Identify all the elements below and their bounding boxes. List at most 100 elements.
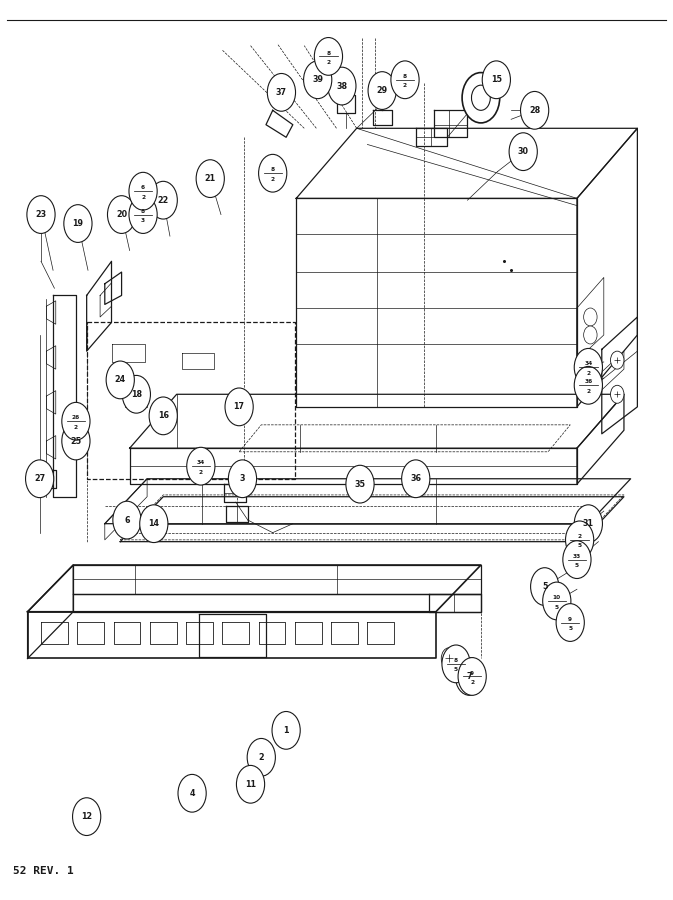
Text: 34: 34 — [584, 362, 592, 366]
Circle shape — [458, 658, 487, 696]
Text: 8: 8 — [326, 50, 330, 56]
Circle shape — [520, 92, 548, 130]
Circle shape — [368, 72, 396, 110]
Circle shape — [236, 765, 264, 803]
Text: 8: 8 — [403, 74, 407, 79]
Circle shape — [565, 521, 594, 559]
Circle shape — [346, 465, 374, 503]
Text: 27: 27 — [34, 474, 45, 483]
Circle shape — [186, 447, 215, 485]
Text: 31: 31 — [583, 519, 594, 528]
Circle shape — [196, 159, 224, 197]
Circle shape — [122, 375, 151, 413]
Text: 4: 4 — [189, 788, 195, 797]
Circle shape — [267, 74, 295, 112]
Circle shape — [247, 739, 275, 776]
Circle shape — [225, 388, 253, 426]
Text: 2: 2 — [577, 534, 581, 539]
Text: 30: 30 — [518, 148, 529, 157]
Circle shape — [272, 712, 300, 749]
Circle shape — [391, 61, 419, 99]
Text: 2: 2 — [586, 389, 590, 394]
Text: 5: 5 — [577, 544, 581, 548]
Text: 2: 2 — [271, 176, 275, 182]
Circle shape — [556, 604, 584, 642]
Text: 5: 5 — [575, 563, 579, 568]
Text: 14: 14 — [148, 519, 160, 528]
Text: 5: 5 — [542, 582, 547, 591]
Text: 36: 36 — [411, 474, 421, 483]
Text: 28: 28 — [529, 106, 540, 115]
Circle shape — [530, 568, 559, 606]
Text: 29: 29 — [377, 86, 388, 95]
Text: 34: 34 — [197, 460, 205, 465]
Text: 12: 12 — [81, 812, 92, 821]
Circle shape — [542, 582, 571, 620]
Text: 1: 1 — [283, 726, 289, 735]
Text: 24: 24 — [114, 375, 126, 384]
Circle shape — [258, 155, 287, 192]
Text: 39: 39 — [312, 76, 323, 85]
Text: 22: 22 — [157, 195, 169, 204]
Circle shape — [26, 460, 54, 498]
Text: 25: 25 — [71, 436, 81, 446]
Text: 2: 2 — [470, 680, 474, 685]
Circle shape — [574, 348, 602, 386]
Text: 17: 17 — [234, 402, 244, 411]
Text: 26: 26 — [72, 415, 80, 420]
Circle shape — [106, 361, 135, 399]
Circle shape — [64, 204, 92, 242]
Text: 5: 5 — [454, 668, 458, 672]
Circle shape — [149, 181, 177, 219]
Circle shape — [73, 797, 101, 835]
Text: 8: 8 — [271, 167, 275, 172]
Circle shape — [149, 397, 177, 435]
Text: 9: 9 — [470, 670, 474, 676]
Text: 2: 2 — [74, 425, 78, 430]
Circle shape — [574, 505, 602, 543]
Circle shape — [178, 774, 206, 812]
Text: 7: 7 — [467, 672, 472, 681]
Text: 16: 16 — [157, 411, 169, 420]
Circle shape — [140, 505, 168, 543]
Circle shape — [129, 172, 157, 210]
Text: 15: 15 — [491, 76, 502, 85]
Circle shape — [108, 195, 136, 233]
Circle shape — [304, 61, 332, 99]
Circle shape — [509, 133, 537, 170]
Text: 6: 6 — [141, 185, 145, 190]
Circle shape — [610, 385, 624, 403]
Text: 6: 6 — [125, 516, 130, 525]
Text: 38: 38 — [336, 82, 347, 91]
Text: 35: 35 — [355, 480, 365, 489]
Text: 2: 2 — [586, 371, 590, 376]
Text: 19: 19 — [73, 219, 83, 228]
Circle shape — [472, 86, 491, 111]
Text: 8: 8 — [454, 658, 458, 663]
Text: 10: 10 — [553, 595, 561, 600]
Text: 18: 18 — [131, 390, 142, 399]
Circle shape — [27, 195, 55, 233]
Circle shape — [563, 541, 591, 579]
Text: 23: 23 — [36, 210, 46, 219]
Circle shape — [228, 460, 256, 498]
Text: 37: 37 — [276, 88, 287, 97]
Text: 36: 36 — [584, 380, 592, 384]
Circle shape — [328, 68, 356, 105]
Text: 9: 9 — [568, 616, 572, 622]
Text: 20: 20 — [116, 210, 127, 219]
Circle shape — [610, 351, 624, 369]
Circle shape — [62, 422, 90, 460]
Text: 5: 5 — [555, 605, 559, 609]
Text: 2: 2 — [199, 470, 203, 474]
Circle shape — [441, 648, 458, 670]
Circle shape — [62, 402, 90, 440]
Text: 21: 21 — [205, 174, 216, 183]
Text: 33: 33 — [573, 554, 581, 559]
Text: 11: 11 — [245, 779, 256, 788]
Circle shape — [574, 366, 602, 404]
Text: 52 REV. 1: 52 REV. 1 — [13, 866, 73, 876]
Circle shape — [483, 61, 510, 99]
Circle shape — [462, 73, 499, 123]
Circle shape — [456, 658, 484, 696]
